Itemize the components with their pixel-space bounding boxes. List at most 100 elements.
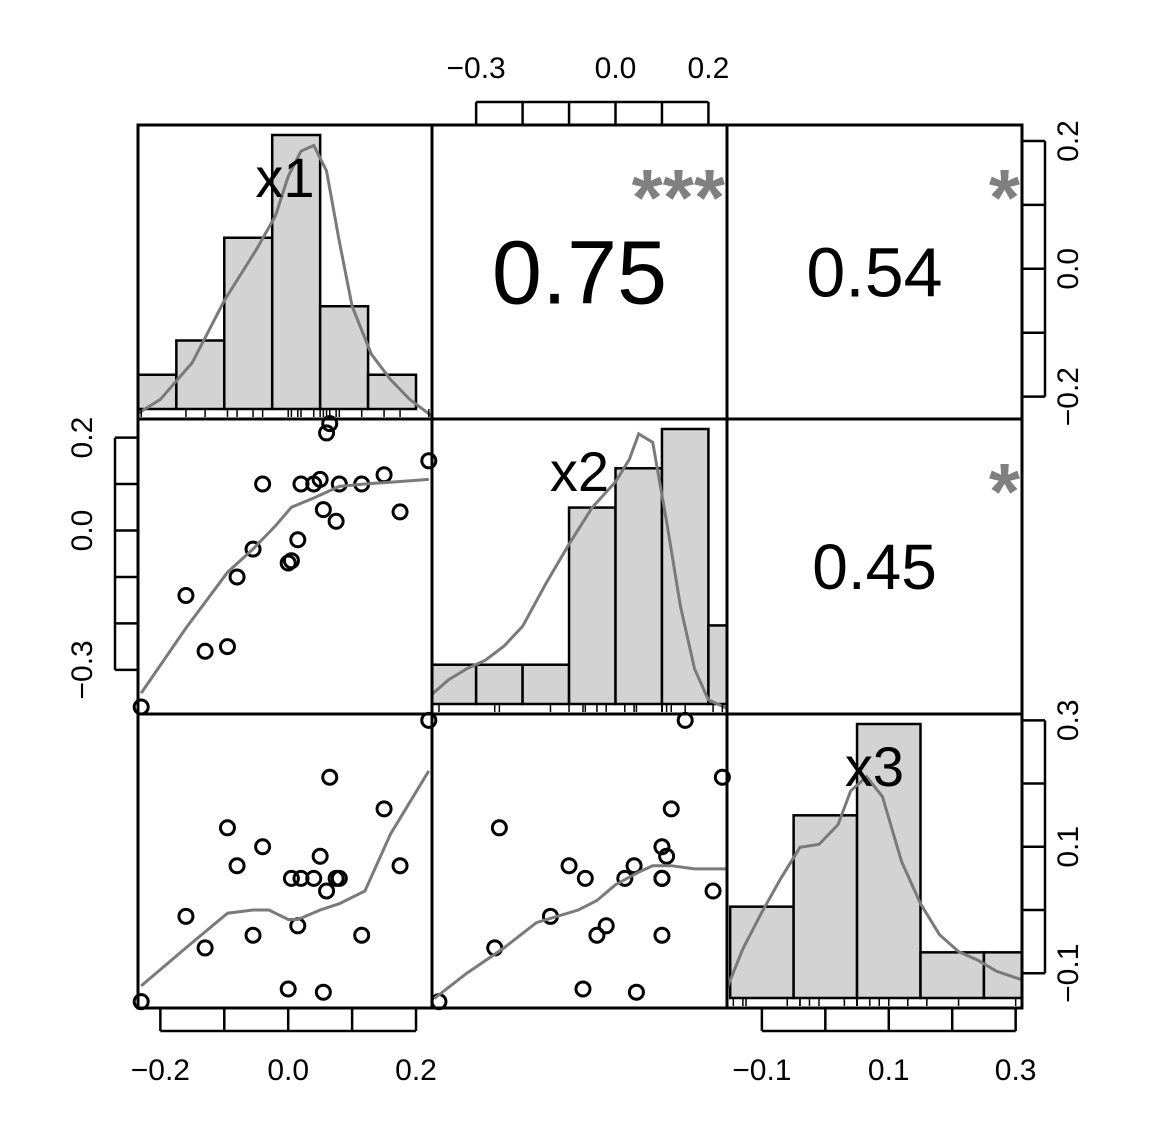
- scatter-point-x2-vs-x1-14: [318, 424, 336, 442]
- scatter-point-x3-vs-x1-12: [311, 847, 329, 865]
- tick-label: 0.2: [395, 1054, 437, 1087]
- scatter-point-x2-vs-x1-16: [327, 512, 345, 530]
- axes-layer: −0.3 0.0 0.2 −0.2 0.0 0.2 −0.3 0.0 0.2 −0.2 0.0 0.2…: [66, 52, 1085, 1087]
- scatter-point-x3-vs-x2-19: [662, 800, 680, 818]
- axis-right_upper: −0.2 0.0 0.2: [1022, 120, 1085, 426]
- smooth-line-x3-vs-x2: [433, 864, 727, 1000]
- diagonal-panel-x3: x3: [725, 722, 1024, 1006]
- tick-label: 0.0: [595, 52, 637, 85]
- scatter-point-x2-vs-x1-4: [228, 568, 246, 586]
- scatter-point-x2-vs-x1-0: [132, 698, 150, 716]
- scatter-point-x2-vs-x1-6: [254, 475, 272, 493]
- histogram-bar-x3-1: [792, 814, 859, 1000]
- correlation-value: 0.54: [806, 234, 942, 312]
- scatter-point-x2-vs-x1-17: [330, 475, 348, 493]
- histogram-bar-x3-2: [855, 722, 922, 1000]
- histogram-bar-x3-4: [982, 951, 1024, 1000]
- scatter-point-x3-vs-x2-6: [653, 838, 671, 856]
- histogram-bar-x2-4: [614, 467, 664, 706]
- scatter-point-x3-vs-x1-1: [177, 907, 195, 925]
- tick-label: 0.1: [1052, 826, 1085, 868]
- scatter-point-x3-vs-x2-14: [704, 882, 722, 900]
- tick-label: −0.3: [447, 52, 506, 85]
- scatter-point-x3-vs-x2-12: [658, 847, 676, 865]
- histogram-bar-x2-5: [660, 427, 710, 706]
- scatter-point-x3-vs-x1-5: [244, 926, 262, 944]
- scatter-point-x3-vs-x1-18: [353, 926, 371, 944]
- scatter-point-x2-vs-x1-12: [311, 470, 329, 488]
- panel-frame-r2c2: [725, 712, 1024, 1010]
- density-curve-x3: [725, 774, 1023, 989]
- smooth-line-x3-vs-x1: [140, 770, 431, 988]
- panels-layer: x1 x2 x3 0.75*** 0.54 * 0.45 *: [132, 123, 1024, 1011]
- scatter-point-x3-vs-x2-9: [597, 917, 615, 935]
- scatter-point-x2-vs-x1-21: [420, 452, 438, 470]
- tick-label: 0.1: [868, 1054, 910, 1087]
- scatter-point-x3-vs-x1-20: [391, 857, 409, 875]
- scatter-point-x3-vs-x2-7: [574, 980, 592, 998]
- scatter-point-x3-vs-x2-13: [627, 983, 645, 1001]
- histogram-bar-x3-0: [728, 905, 795, 1000]
- significance-stars: *: [989, 447, 1021, 536]
- panel-frame-r2c1: [430, 712, 729, 1010]
- density-curve-x1: [137, 143, 433, 418]
- tick-label: −0.1: [1052, 944, 1085, 1003]
- histogram-bar-x2-1: [474, 663, 524, 706]
- tick-label: −0.2: [1052, 367, 1085, 426]
- scatter-point-x2-vs-x1-5: [244, 540, 262, 558]
- tick-label: 0.0: [66, 510, 99, 552]
- tick-label: 0.2: [66, 417, 99, 459]
- axis-left_middle: −0.3 0.0 0.2: [66, 417, 138, 699]
- histogram-bar-x1-5: [366, 373, 418, 411]
- scatter-point-x3-vs-x1-17: [330, 869, 348, 887]
- scatter-panel-x3-vs-x1: [132, 711, 438, 1011]
- diagonal-panel-x1: x1: [136, 133, 433, 418]
- diagonal-panel-x2: x2: [430, 427, 729, 712]
- panel-frame-r2c0: [136, 712, 434, 1010]
- scatter-point-x2-vs-x1-19: [375, 466, 393, 484]
- scatter-point-x2-vs-x1-9: [289, 531, 307, 549]
- histogram-bar-x1-1: [175, 339, 226, 411]
- axis-top: −0.3 0.0 0.2: [447, 52, 730, 125]
- variable-label-x1: x1: [255, 146, 314, 209]
- panel-frame-r1c0: [136, 417, 434, 716]
- scatter-point-x3-vs-x1-7: [279, 980, 297, 998]
- axis-right_lower: −0.1 0.1 0.3: [1022, 699, 1085, 1003]
- scatter-point-x3-vs-x2-20: [625, 857, 643, 875]
- smooth-line-x2-vs-x1: [139, 477, 429, 694]
- scatter-point-x3-vs-x2-4: [560, 857, 578, 875]
- significance-stars: ***: [632, 153, 726, 242]
- scatter-point-x3-vs-x1-15: [321, 768, 339, 786]
- scatter-point-x3-vs-x1-3: [218, 819, 236, 837]
- density-curve-x2: [431, 431, 728, 710]
- scatter-point-x3-vs-x2-15: [713, 768, 731, 786]
- correlation-panel-x1-x2: 0.75***: [492, 153, 726, 324]
- histogram-bar-x2-0: [430, 663, 478, 706]
- significance-stars: *: [989, 153, 1021, 242]
- histogram-bar-x1-2: [223, 236, 274, 411]
- scatter-point-x3-vs-x1-2: [196, 939, 214, 957]
- scatter-point-x2-vs-x1-2: [196, 642, 214, 660]
- scatter-point-x3-vs-x1-6: [254, 838, 272, 856]
- scatter-point-x2-vs-x1-1: [177, 587, 195, 605]
- histogram-bar-x1-0: [136, 373, 178, 411]
- tick-label: 0.2: [688, 52, 730, 85]
- tick-label: 0.2: [1052, 120, 1085, 162]
- scatter-point-x3-vs-x1-13: [314, 983, 332, 1001]
- axis-bottom_right: −0.1 0.1 0.3: [732, 1008, 1037, 1087]
- histogram-bar-x2-6: [707, 624, 729, 706]
- histogram-bar-x1-4: [318, 305, 370, 411]
- scatter-point-x3-vs-x1-19: [375, 800, 393, 818]
- scatter-point-x3-vs-x1-11: [305, 869, 323, 887]
- scatter-point-x2-vs-x1-20: [391, 503, 409, 521]
- scatter-panel-x2-vs-x1: [132, 415, 438, 716]
- correlation-panel-x1-x3: 0.54 *: [806, 153, 1020, 312]
- scatter-point-x3-vs-x2-3: [490, 819, 508, 837]
- variable-label-x2: x2: [550, 440, 609, 503]
- tick-label: 0.0: [267, 1054, 309, 1087]
- scatter-point-x3-vs-x1-8: [282, 869, 300, 887]
- scatter-point-x3-vs-x1-14: [318, 882, 336, 900]
- scatter-point-x3-vs-x2-8: [576, 869, 594, 887]
- axis-bottom_left: −0.2 0.0 0.2: [131, 1008, 437, 1087]
- scatter-point-x2-vs-x1-3: [218, 638, 236, 656]
